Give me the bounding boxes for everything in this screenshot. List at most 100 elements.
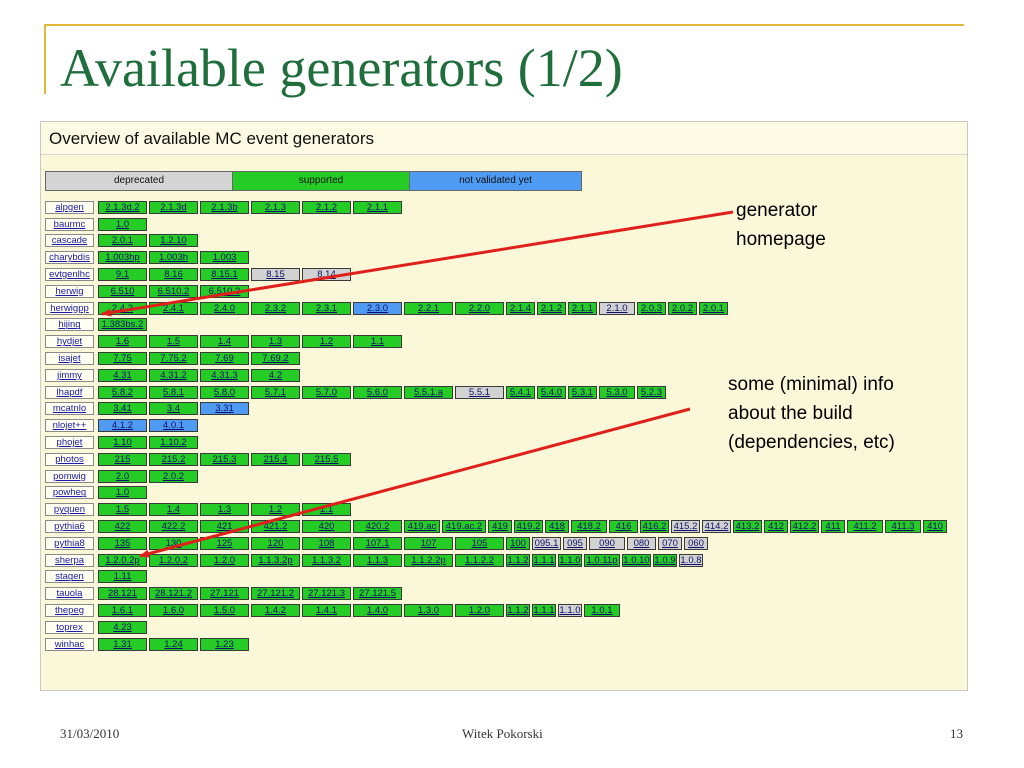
version-build-link[interactable]: 100 <box>506 536 530 550</box>
generator-homepage-link[interactable]: sherpa <box>45 553 94 567</box>
version-build-link[interactable]: 9.1 <box>98 268 147 282</box>
version-build-link[interactable]: 2.0 <box>98 469 147 483</box>
version-build-link[interactable]: 416 <box>609 520 638 534</box>
generator-homepage-link[interactable]: mcatnlo <box>45 402 94 416</box>
version-build-link[interactable]: 1.2.10 <box>149 234 198 248</box>
version-build-link[interactable]: 2.1.2 <box>537 301 566 315</box>
version-build-link[interactable]: 7.75 <box>98 352 147 366</box>
generator-homepage-link[interactable]: alpgen <box>45 200 94 214</box>
version-build-link[interactable]: 1.0.11p <box>584 553 620 567</box>
version-build-link[interactable]: 1.3 <box>200 503 249 517</box>
version-build-link[interactable]: 7.69.2 <box>251 352 300 366</box>
version-build-link[interactable]: 8.16 <box>149 268 198 282</box>
version-build-link[interactable]: 1.2.0 <box>200 553 249 567</box>
generator-homepage-link[interactable]: hydjet <box>45 335 94 349</box>
generator-homepage-link[interactable]: stagen <box>45 570 94 584</box>
version-build-link[interactable]: 4.31.2 <box>149 368 198 382</box>
version-build-link[interactable]: 28.121.2 <box>149 587 198 601</box>
version-build-link[interactable]: 1.2.0.2 <box>149 553 198 567</box>
version-build-link[interactable]: 414.2 <box>702 520 731 534</box>
version-build-link[interactable]: 1.4 <box>200 335 249 349</box>
version-build-link[interactable]: 419.2 <box>514 520 543 534</box>
version-build-link[interactable]: 1.0.1 <box>584 604 620 618</box>
version-build-link[interactable]: 1.1.2 <box>506 553 530 567</box>
generator-homepage-link[interactable]: hijing <box>45 318 94 332</box>
version-build-link[interactable]: 1.5 <box>149 335 198 349</box>
version-build-link[interactable]: 215 <box>98 452 147 466</box>
version-build-link[interactable]: 419.ac <box>404 520 440 534</box>
version-build-link[interactable]: 1.0.10 <box>622 553 651 567</box>
version-build-link[interactable]: 108 <box>302 536 351 550</box>
version-build-link[interactable]: 1.003 <box>200 251 249 265</box>
version-build-link[interactable]: 5.8.0 <box>200 385 249 399</box>
version-build-link[interactable]: 415.2 <box>671 520 700 534</box>
version-build-link[interactable]: 1.0.9 <box>653 553 677 567</box>
version-build-link[interactable]: 416.2 <box>640 520 669 534</box>
generator-homepage-link[interactable]: pythia8 <box>45 536 94 550</box>
version-build-link[interactable]: 3.41 <box>98 402 147 416</box>
version-build-link[interactable]: 2.0.2 <box>149 469 198 483</box>
generator-homepage-link[interactable]: pythia6 <box>45 520 94 534</box>
generator-homepage-link[interactable]: charybdis <box>45 251 94 265</box>
version-build-link[interactable]: 1.0 <box>98 217 147 231</box>
version-build-link[interactable]: 422 <box>98 520 147 534</box>
version-build-link[interactable]: 215.4 <box>251 452 300 466</box>
version-build-link[interactable]: 1.1.3 <box>353 553 402 567</box>
generator-homepage-link[interactable]: herwigpp <box>45 301 94 315</box>
version-build-link[interactable]: 1.1.0 <box>558 604 582 618</box>
version-build-link[interactable]: 1.1.1 <box>532 604 556 618</box>
version-build-link[interactable]: 060 <box>684 536 708 550</box>
version-build-link[interactable]: 2.1.4 <box>506 301 535 315</box>
version-build-link[interactable]: 1.10 <box>98 436 147 450</box>
version-build-link[interactable]: 095 <box>563 536 587 550</box>
version-build-link[interactable]: 412.2 <box>790 520 819 534</box>
version-build-link[interactable]: 1.1.3.2p <box>251 553 300 567</box>
version-build-link[interactable]: 105 <box>455 536 504 550</box>
generator-homepage-link[interactable]: herwig <box>45 284 94 298</box>
generator-homepage-link[interactable]: evtgenlhc <box>45 268 94 282</box>
version-build-link[interactable]: 28.121 <box>98 587 147 601</box>
version-build-link[interactable]: 5.8.1 <box>149 385 198 399</box>
version-build-link[interactable]: 2.1.3 <box>251 200 300 214</box>
version-build-link[interactable]: 410 <box>923 520 947 534</box>
version-build-link[interactable]: 1.24 <box>149 637 198 651</box>
version-build-link[interactable]: 418 <box>545 520 569 534</box>
version-build-link[interactable]: 6.510 <box>98 284 147 298</box>
version-build-link[interactable]: 2.1.3d.2 <box>98 200 147 214</box>
version-build-link[interactable]: 1.4.2 <box>251 604 300 618</box>
version-build-link[interactable]: 1.0.8 <box>679 553 703 567</box>
version-build-link[interactable]: 1.10.2 <box>149 436 198 450</box>
version-build-link[interactable]: 1.23 <box>200 637 249 651</box>
version-build-link[interactable]: 3.31 <box>200 402 249 416</box>
version-build-link[interactable]: 1.1 <box>302 503 351 517</box>
version-build-link[interactable]: 1.1.2 <box>506 604 530 618</box>
version-build-link[interactable]: 1.2.0.2p <box>98 553 147 567</box>
version-build-link[interactable]: 095.1 <box>532 536 561 550</box>
version-build-link[interactable]: 4.2 <box>251 368 300 382</box>
version-build-link[interactable]: 418.2 <box>571 520 607 534</box>
version-build-link[interactable]: 6.510.2 <box>149 284 198 298</box>
version-build-link[interactable]: 1.2 <box>251 503 300 517</box>
version-build-link[interactable]: 090 <box>589 536 625 550</box>
version-build-link[interactable]: 1.4.0 <box>353 604 402 618</box>
version-build-link[interactable]: 411.3 <box>885 520 921 534</box>
version-build-link[interactable]: 5.7.0 <box>302 385 351 399</box>
generator-homepage-link[interactable]: cascade <box>45 234 94 248</box>
version-build-link[interactable]: 130 <box>149 536 198 550</box>
version-build-link[interactable]: 411 <box>821 520 845 534</box>
version-build-link[interactable]: 412 <box>764 520 788 534</box>
version-build-link[interactable]: 215.3 <box>200 452 249 466</box>
version-build-link[interactable]: 2.1.1 <box>353 200 402 214</box>
version-build-link[interactable]: 120 <box>251 536 300 550</box>
version-build-link[interactable]: 1.1.0 <box>558 553 582 567</box>
version-build-link[interactable]: 1.383bs.2 <box>98 318 147 332</box>
version-build-link[interactable]: 5.3.0 <box>599 385 635 399</box>
version-build-link[interactable]: 27.121 <box>200 587 249 601</box>
version-build-link[interactable]: 1.1.3.2 <box>302 553 351 567</box>
version-build-link[interactable]: 5.3.1 <box>568 385 597 399</box>
version-build-link[interactable]: 5.6.0 <box>353 385 402 399</box>
version-build-link[interactable]: 135 <box>98 536 147 550</box>
version-build-link[interactable]: 1.5 <box>98 503 147 517</box>
generator-homepage-link[interactable]: toprex <box>45 620 94 634</box>
version-build-link[interactable]: 27.121.5 <box>353 587 402 601</box>
